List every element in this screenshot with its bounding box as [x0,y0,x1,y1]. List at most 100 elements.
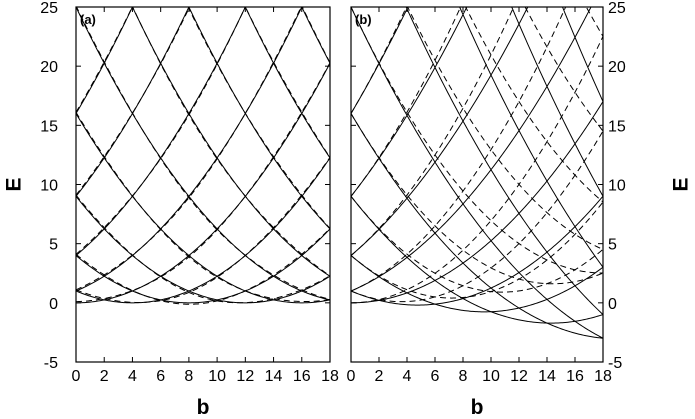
solid-curve-9 [351,7,603,339]
x-tick-label: 10 [482,368,500,385]
x-axis-title: b [197,396,210,419]
solid-curve-13 [561,7,603,102]
solid-curve-4 [76,62,330,304]
y-tick-label: 5 [608,237,617,254]
x-tick-label: 4 [128,368,137,385]
dashed-curve-5 [76,157,330,303]
dashed-curve-8 [351,113,603,285]
solid-curve-8 [76,113,330,304]
x-axis-title: b [471,396,484,419]
dashed-curve-9 [76,7,330,300]
x-tick-label: 2 [375,368,384,385]
solid-curve-2 [76,7,246,256]
dashed-curve-13 [585,7,603,37]
x-tick-label: 8 [184,368,193,385]
panel-label: (a) [80,12,96,27]
solid-curve-6 [76,228,330,304]
x-tick-label: 18 [594,368,612,385]
curves [76,7,330,305]
dashed-curve-6 [76,228,330,305]
dashed-curve-7 [76,194,330,304]
x-tick-label: 2 [100,368,109,385]
y-tick-label: 5 [49,237,58,254]
y-tick-label: 15 [608,118,626,135]
y-tick-label: 25 [40,0,58,17]
plot-frame [350,6,604,363]
dashed-curve-1 [76,7,191,196]
x-tick-label: 14 [265,368,283,385]
solid-curve-3 [351,7,592,292]
solid-curve-7 [76,196,330,304]
solid-curve-11 [459,7,603,268]
dashed-curve-8 [76,112,330,303]
y-axis-title: E [670,177,693,191]
y-tick-label: -5 [44,355,58,372]
panel-a: 0 2 4 6 8 10 12 14 16 18 -5 0 5 10 15 20 25 b E (a) [3,0,340,419]
dashed-curve-3 [351,7,567,292]
dashed-curve-0 [76,7,133,113]
y-axis-title: E [3,177,26,191]
solid-curve-12 [511,7,603,197]
panel-b: 0 2 4 6 8 10 12 14 16 18-5 0 5 10 15 20 25 b E (b) [347,0,693,419]
dashed-curve-5 [351,130,603,303]
x-tick-label: 0 [72,368,81,385]
dashed-curve-11 [465,7,603,203]
x-tick-label: 6 [431,368,440,385]
dashed-curve-2 [351,7,515,256]
x-tick-label: 16 [566,368,584,385]
solid-curve-1 [351,7,468,197]
x-tick-label: 10 [208,368,226,385]
x-tick-label: 16 [293,368,311,385]
curves [351,7,603,339]
x-tick-label: 12 [510,368,528,385]
solid-curve-5 [76,157,330,304]
x-tick-label: 8 [459,368,468,385]
solid-curve-5 [351,195,603,306]
solid-curve-2 [351,7,529,256]
dashed-curve-4 [76,62,330,303]
solid-curve-8 [351,113,603,339]
dashed-curve-9 [351,7,603,274]
y-tick-label: -5 [608,355,622,372]
x-tick-label: 4 [403,368,412,385]
dashed-curve-3 [76,7,302,291]
dashed-curve-6 [351,201,603,299]
dashed-curve-4 [351,36,603,304]
dashed-curve-1 [351,7,462,197]
dashed-curve-13 [301,7,330,63]
x-tick-label: 12 [236,368,254,385]
panel-label: (b) [355,12,372,27]
y-tick-label: 25 [608,0,626,17]
y-tick-label: 0 [49,296,58,313]
x-tick-label: 6 [156,368,165,385]
y-tick-label: 20 [608,59,626,76]
dashed-curve-12 [524,7,603,132]
dashed-curve-11 [187,7,330,229]
y-tick-label: 0 [608,296,617,313]
solid-curve-10 [405,7,603,315]
solid-curve-4 [351,101,603,304]
solid-curve-10 [131,7,330,277]
solid-curve-3 [76,7,303,292]
plot-frame [75,6,331,363]
solid-curve-1 [76,7,190,197]
solid-curve-0 [76,7,133,114]
x-tick-label: 18 [321,368,339,385]
y-tick-label: 15 [40,118,58,135]
y-tick-label: 20 [40,59,58,76]
x-tick-label: 0 [347,368,356,385]
solid-curve-0 [351,7,409,114]
y-tick-label: 10 [40,178,58,195]
x-tick-label: 14 [538,368,556,385]
y-tick-label: 10 [608,178,626,195]
dashed-curve-7 [351,196,603,293]
solid-curve-12 [244,7,330,159]
solid-curve-11 [188,7,330,230]
solid-curve-7 [351,196,603,324]
dashed-curve-10 [407,7,603,250]
solid-curve-9 [76,7,330,301]
dashed-curve-10 [132,7,330,277]
solid-curve-6 [351,255,603,313]
solid-curve-13 [301,7,330,64]
